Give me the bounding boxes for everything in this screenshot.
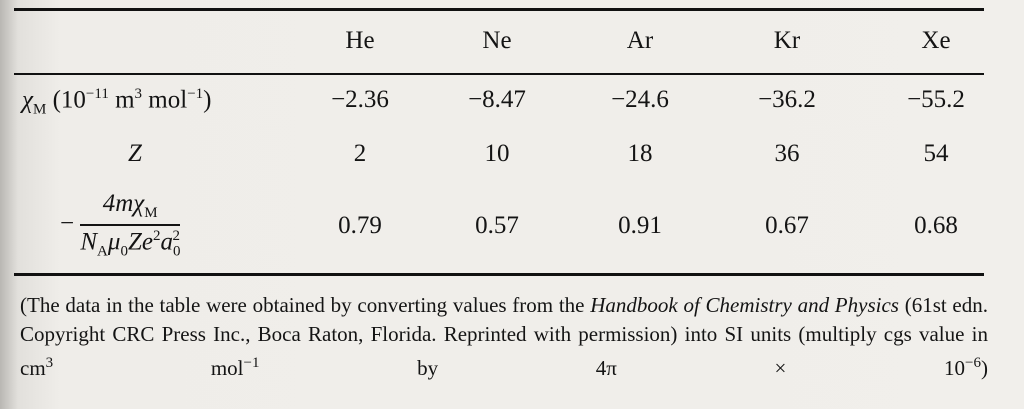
label-part: χ [22,86,33,114]
row-label: Z [128,140,142,168]
column-header: Kr [773,27,801,54]
table-cell: −36.2 [758,86,816,113]
label-part: M [33,101,47,118]
label-part: m [108,86,135,114]
table-cell: 54 [923,140,949,167]
row-label: χM (10−11 m3 mol−1) [22,86,211,118]
table-cell: 18 [627,140,653,167]
label-part: (10 [46,86,86,114]
label-part: Z [128,140,142,167]
label-part: −11 [85,86,109,102]
footnote-text: (61st edn. Copyright CRC Press Inc., Boc… [20,293,989,380]
column-header: He [345,27,375,54]
table-cell: −2.36 [331,86,389,113]
footnote-text: by 4π × 10 [259,356,966,380]
table-cell: 0.68 [914,212,958,239]
table-cell: 0.91 [618,212,662,239]
label-part: A [97,243,108,260]
top-rule [14,8,984,11]
footnote-text: −1 [243,355,260,371]
table-cell: 2 [353,140,367,167]
table-cell: 0.79 [338,212,382,239]
footnote-text: Handbook of Chemistry and Physics [590,293,899,317]
table-cell: 0.57 [475,212,519,239]
label-part: − [60,209,75,237]
row-label: − 4mχM NAμ0Ze2a02 [60,190,180,260]
label-part: ) [203,86,212,114]
bottom-rule [14,273,984,276]
label-part: a [160,228,173,256]
label-part: 3 [134,86,143,102]
footnote-text: mol [53,356,244,380]
footnote-text: ) [981,356,988,380]
label-part: Ze [127,228,153,256]
label-part: −1 [187,86,204,102]
footnote: (The data in the table were obtained by … [20,291,988,383]
label-part: 2 [152,228,161,244]
table-cell: −8.47 [468,86,526,113]
footnote-text: 3 [45,355,54,371]
footnote-text: −6 [965,355,981,371]
table-cell: 0.67 [765,212,809,239]
table-cell: 36 [774,140,800,167]
label-part: 2 [172,228,180,244]
label-part: μ [107,228,121,256]
label-part: mol [142,86,188,114]
column-header: Ar [626,27,654,54]
label-part: 4mχ [102,190,145,217]
label-part: 0 [172,243,181,260]
table-cell: −55.2 [907,86,965,113]
header-rule [14,73,984,75]
table-cell: −24.6 [611,86,669,113]
column-header: Xe [921,27,951,54]
label-part: 0 [120,243,128,260]
label-part: N [80,228,98,256]
footnote-text: (The data in the table were obtained by … [20,293,591,317]
column-header: Ne [482,27,512,54]
label-part: M [144,205,158,221]
table-cell: 10 [484,140,510,167]
